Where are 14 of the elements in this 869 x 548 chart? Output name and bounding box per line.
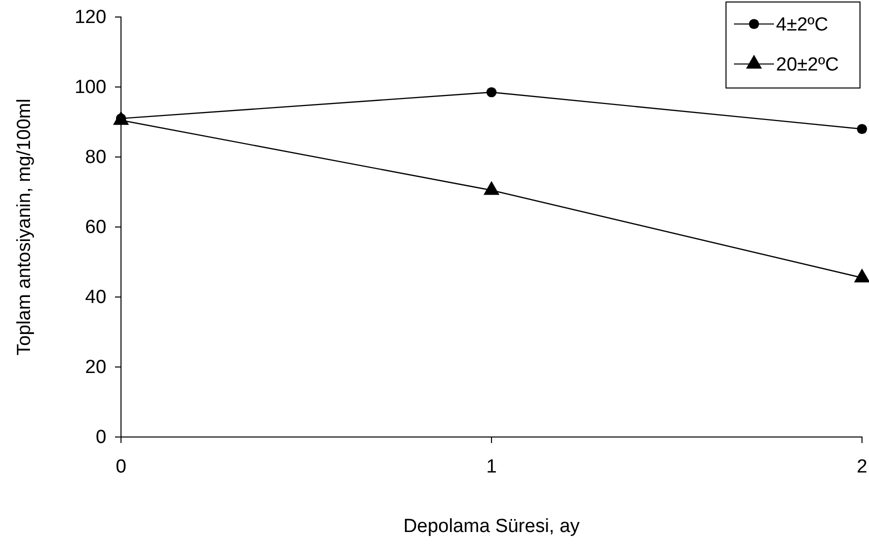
y-tick-label: 80: [85, 147, 106, 168]
y-tick-label: 20: [85, 357, 106, 378]
legend-label: 20±2ºC: [776, 54, 839, 76]
y-tick-label: 120: [74, 7, 106, 28]
y-tick-label: 40: [85, 287, 106, 308]
x-tick-label: 0: [116, 456, 126, 478]
y-tick-label: 60: [85, 217, 106, 238]
y-axis-title: Toplam antosiyanin, mg/100ml: [14, 98, 35, 356]
legend-label: 4±2ºC: [776, 14, 828, 36]
x-tick-label: 1: [486, 456, 497, 478]
y-tick-label: 100: [74, 77, 106, 98]
x-tick-label: 2: [856, 456, 868, 478]
x-axis-title: Depolama Süresi, ay: [403, 516, 580, 537]
y-tick-label: 0: [96, 427, 106, 448]
